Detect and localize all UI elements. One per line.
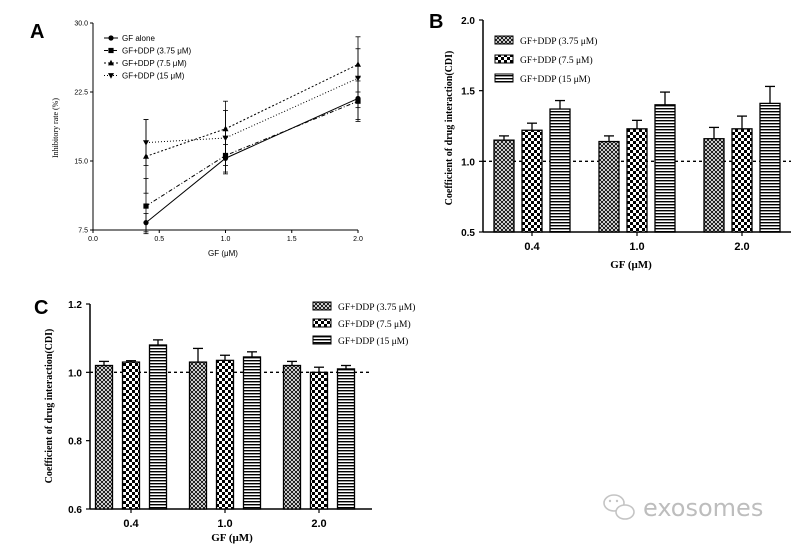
bar	[282, 364, 302, 510]
bar	[336, 368, 356, 510]
x-tick-label: 1.0	[629, 241, 644, 253]
bar	[309, 371, 329, 510]
legend-swatch	[494, 73, 514, 83]
panel-c-x-label: GF (μM)	[211, 532, 253, 544]
y-tick-label: 30.0	[74, 21, 88, 28]
data-point	[222, 135, 229, 142]
panel-a-axes: 0.0 0.5 1.0 1.5 2.0 7.5 15.0 22.5 30.0	[74, 21, 363, 244]
legend-label: GF+DDP (15 μM)	[338, 336, 408, 347]
legend-label: GF+DDP (3.75 μM)	[520, 36, 597, 47]
panel-b: B 0.5 1.0 1.5 2.0 0.4 1.0 2.0 GF+DDP (3.75 μM)…	[429, 11, 791, 271]
panel-a: A 0.0 0.5 1.0 1.5 2.0 7.5 15.0 22.5 30.0 GF alon…	[30, 21, 363, 259]
panel-a-x-label: GF (μM)	[208, 249, 238, 258]
bar	[121, 361, 141, 510]
watermark-text: exosomes	[643, 494, 763, 522]
y-tick-label: 1.0	[68, 368, 82, 379]
legend-label: GF+DDP (7.5 μM)	[338, 319, 411, 330]
legend-swatch	[312, 318, 332, 328]
x-tick-label: 1.0	[221, 236, 231, 243]
x-tick-label: 0.4	[524, 241, 540, 253]
y-tick-label: 0.8	[68, 437, 82, 448]
panel-c-letter: C	[34, 297, 48, 319]
y-tick-label: 22.5	[74, 90, 88, 97]
panel-b-legend: GF+DDP (3.75 μM) GF+DDP (7.5 μM) GF+DDP (1…	[494, 35, 597, 85]
legend-label: GF+DDP (7.5 μM)	[520, 55, 593, 66]
legend-swatch	[494, 54, 514, 64]
wechat-logo-icon	[603, 494, 635, 520]
y-tick-label: 0.5	[461, 228, 475, 239]
y-tick-label: 2.0	[461, 16, 475, 27]
bar	[626, 128, 648, 233]
panel-b-x-label: GF (μM)	[610, 259, 652, 271]
series-line	[145, 77, 359, 144]
panel-a-letter: A	[30, 21, 44, 43]
bar	[759, 102, 781, 233]
x-tick-label: 2.0	[311, 518, 326, 530]
x-tick-label: 1.0	[217, 518, 232, 530]
panel-a-series	[143, 36, 361, 235]
legend-swatch	[494, 35, 514, 45]
bar	[549, 108, 571, 233]
y-tick-label: 7.5	[78, 228, 88, 235]
y-tick-label: 1.5	[461, 87, 475, 98]
y-tick-label: 1.2	[68, 300, 82, 311]
panel-c-legend: GF+DDP (3.75 μM) GF+DDP (7.5 μM) GF+DDP (1…	[312, 301, 415, 347]
legend-marker	[108, 35, 114, 41]
bar	[731, 128, 753, 233]
x-tick-label: 0.5	[154, 236, 164, 243]
panel-b-y-label: Coefficient of drug interaction(CDI)	[444, 51, 455, 206]
x-tick-label: 2.0	[353, 236, 363, 243]
bar	[215, 359, 235, 510]
y-tick-label: 15.0	[74, 159, 88, 166]
bar	[493, 139, 515, 233]
bar	[242, 356, 262, 510]
series-line	[145, 97, 359, 224]
bar	[598, 140, 620, 233]
data-point	[355, 75, 361, 82]
x-tick-label: 0.0	[88, 236, 98, 243]
legend-swatch	[312, 335, 332, 345]
legend-label: GF+DDP (3.75 μM)	[122, 47, 191, 56]
legend-label: GF+DDP (15 μM)	[122, 72, 185, 81]
legend-label: GF+DDP (7.5 μM)	[122, 59, 187, 68]
legend-marker	[108, 59, 114, 66]
series-line	[145, 100, 359, 207]
bar	[94, 364, 114, 510]
panel-a-y-label: Inhibitory rate (%)	[51, 98, 60, 158]
panel-c: C 0.6 0.8 1.0 1.2 0.4 1.0 2.0 GF+DDP (3.75 μM)…	[34, 297, 415, 544]
panel-b-letter: B	[429, 11, 443, 33]
panel-b-bars	[493, 85, 781, 233]
bar	[703, 138, 725, 233]
legend-label: GF+DDP (3.75 μM)	[338, 302, 415, 313]
legend-label: GF+DDP (15 μM)	[520, 74, 590, 85]
data-point	[143, 203, 149, 209]
legend-marker	[108, 73, 114, 79]
x-tick-label: 2.0	[734, 241, 749, 253]
data-point	[143, 140, 149, 146]
legend-swatch	[312, 301, 332, 311]
legend-marker	[108, 47, 114, 54]
panel-a-legend: GF alone GF+DDP (3.75 μM) GF+DDP (7.5 μM) G…	[104, 34, 191, 81]
bar	[654, 104, 676, 233]
x-tick-label: 1.5	[287, 236, 297, 243]
panel-c-bars	[94, 339, 356, 510]
legend-label: GF alone	[122, 34, 155, 43]
y-tick-label: 1.0	[461, 157, 475, 168]
bar	[188, 361, 208, 510]
y-tick-label: 0.6	[68, 505, 82, 516]
panel-c-y-label: Coefficient of drug interaction(CDI)	[44, 329, 55, 484]
bar	[148, 344, 168, 510]
bar	[521, 129, 543, 233]
x-tick-label: 0.4	[123, 518, 139, 530]
watermark: exosomes	[603, 494, 763, 522]
